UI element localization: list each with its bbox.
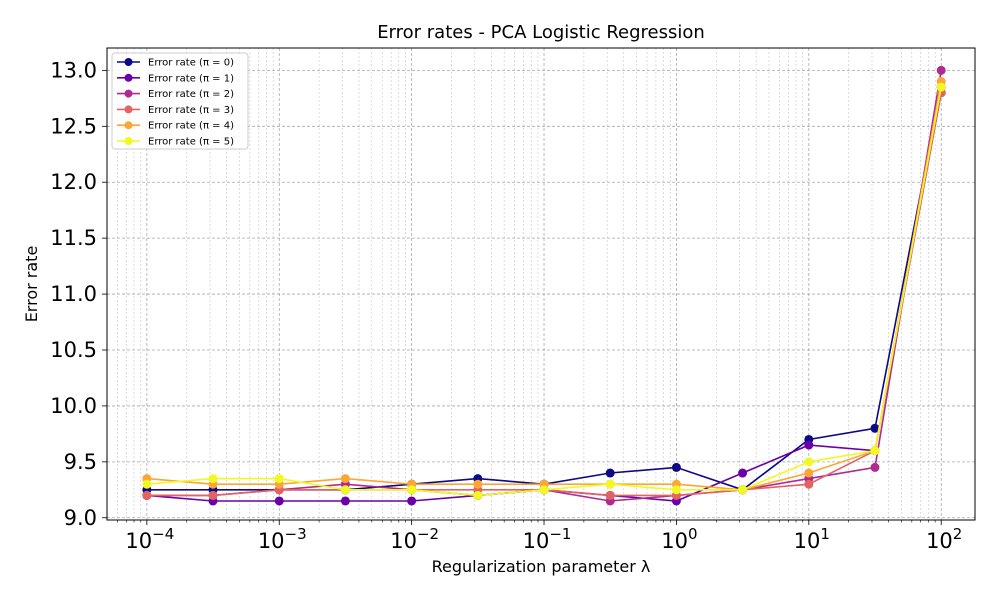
legend-marker xyxy=(124,89,133,98)
data-point xyxy=(738,485,748,495)
data-point xyxy=(208,490,218,500)
data-point xyxy=(870,423,880,433)
legend-box xyxy=(111,52,249,150)
data-point xyxy=(804,468,814,478)
x-tick-label: 10−1 xyxy=(523,525,572,553)
data-point xyxy=(340,496,350,506)
legend-label: Error rate (π = 0) xyxy=(148,58,234,69)
legend-label: Error rate (π = 5) xyxy=(148,137,234,148)
x-tick-label: 10−4 xyxy=(125,525,174,553)
x-tick-label: 10−2 xyxy=(390,525,439,553)
plot-frame xyxy=(106,47,976,521)
data-point xyxy=(473,490,483,500)
data-point xyxy=(208,474,218,484)
data-point xyxy=(936,82,946,92)
data-point xyxy=(605,479,615,489)
y-tick-label: 9.5 xyxy=(64,450,97,474)
y-tick-label: 11.5 xyxy=(50,226,97,250)
data-point xyxy=(142,490,152,500)
y-tick-label: 12.5 xyxy=(50,114,97,138)
legend-marker xyxy=(124,105,133,114)
legend-label: Error rate (π = 3) xyxy=(148,105,234,116)
data-point xyxy=(539,485,549,495)
y-tick-label: 10.5 xyxy=(50,338,97,362)
y-tick-label: 12.0 xyxy=(50,170,97,194)
data-point xyxy=(407,485,417,495)
legend-marker xyxy=(124,73,133,82)
data-point xyxy=(605,468,615,478)
data-point xyxy=(340,485,350,495)
data-point xyxy=(738,468,748,478)
legend-label: Error rate (π = 1) xyxy=(148,73,234,84)
data-point xyxy=(671,462,681,472)
data-point xyxy=(870,446,880,456)
x-tick-label: 10−3 xyxy=(258,525,307,553)
data-point xyxy=(407,496,417,506)
y-tick-label: 10.0 xyxy=(50,394,97,418)
data-point xyxy=(804,440,814,450)
x-axis-label: Regularization parameter λ xyxy=(432,557,651,576)
x-tick-label: 100 xyxy=(661,525,697,553)
y-tick-label: 9.0 xyxy=(64,506,97,530)
ticks: 10−4 10−3 10−2 10−1 100 101 102 9.0 9.5 10.0 10.5 1… xyxy=(50,58,962,553)
data-point xyxy=(870,462,880,472)
data-point xyxy=(804,457,814,467)
data-point xyxy=(274,474,284,484)
y-tick-label: 11.0 xyxy=(50,282,97,306)
series-layer xyxy=(142,65,946,506)
data-point xyxy=(340,474,350,484)
legend-marker xyxy=(124,137,133,145)
data-point xyxy=(605,490,615,500)
y-tick-label: 13.0 xyxy=(50,58,97,82)
legend-marker xyxy=(124,58,133,66)
x-tick-label: 101 xyxy=(794,525,830,553)
legend-label: Error rate (π = 4) xyxy=(148,121,234,132)
data-point xyxy=(473,479,483,489)
grid xyxy=(107,48,975,520)
data-point xyxy=(671,485,681,495)
data-point xyxy=(274,496,284,506)
data-point xyxy=(142,479,152,489)
legend: Error rate (π = 0) Error rate (π = 1) Erro… xyxy=(111,52,249,150)
data-point xyxy=(804,479,814,489)
legend-marker xyxy=(124,121,133,130)
chart-title: Error rates - PCA Logistic Regression xyxy=(377,22,705,43)
data-point xyxy=(936,65,946,75)
y-axis-label: Error rate xyxy=(22,246,41,323)
x-tick-label: 102 xyxy=(926,525,962,553)
legend-label: Error rate (π = 2) xyxy=(148,89,234,100)
